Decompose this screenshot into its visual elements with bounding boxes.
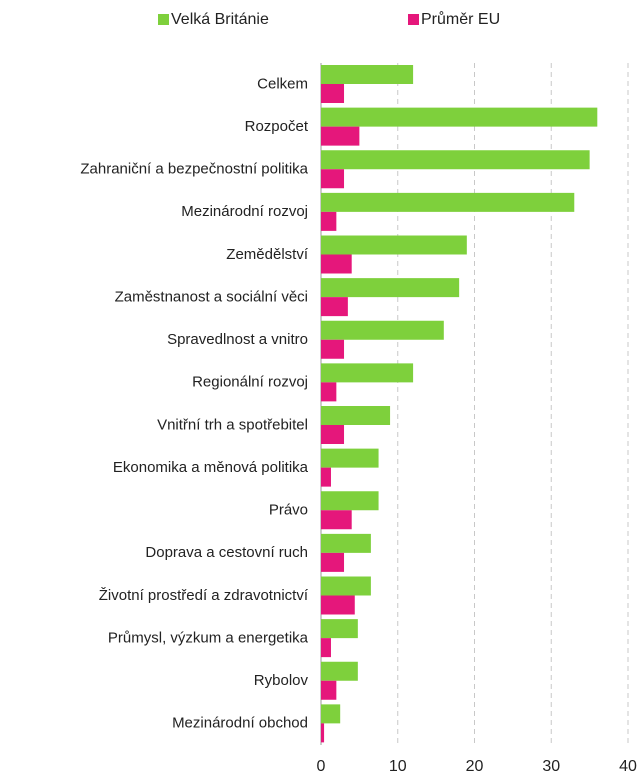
y-tick-label: Doprava a cestovní ruch — [145, 544, 308, 561]
bar — [321, 254, 352, 274]
y-tick-label: Vnitřní trh a spotřebitel — [157, 416, 308, 433]
y-tick-label: Regionální rozvoj — [192, 374, 308, 391]
bar — [321, 425, 345, 444]
legend-label: Průměr EU — [421, 10, 500, 28]
bar — [321, 84, 345, 103]
bar — [321, 552, 345, 572]
legend-swatch — [158, 14, 169, 25]
y-tick-label: Rybolov — [254, 672, 309, 689]
bar — [321, 126, 360, 146]
bar — [321, 382, 337, 402]
y-tick-label: Spravedlnost a vnitro — [167, 331, 308, 348]
x-tick-label: 10 — [389, 758, 407, 775]
bar — [321, 467, 331, 487]
bar — [321, 363, 414, 383]
bar — [321, 723, 325, 743]
bar — [321, 638, 331, 658]
bar — [321, 278, 460, 298]
bar — [321, 192, 575, 212]
y-tick-label: Mezinárodní obchod — [172, 715, 308, 732]
y-tick-label: Mezinárodní rozvoj — [181, 203, 308, 220]
y-tick-label: Zemědělství — [226, 246, 309, 263]
bar — [321, 491, 379, 511]
bar — [321, 680, 337, 700]
x-tick-label: 30 — [542, 758, 560, 775]
bar — [321, 576, 371, 596]
bar — [321, 150, 590, 170]
bar — [321, 235, 467, 255]
y-tick-label: Průmysl, výzkum a energetika — [108, 629, 309, 646]
y-tick-label: Zahraniční a bezpečnostní politika — [80, 161, 308, 178]
y-tick-label: Ekonomika a měnová politika — [113, 459, 309, 476]
bar — [321, 107, 598, 127]
bar — [321, 320, 444, 340]
bar — [321, 595, 355, 615]
bar — [321, 169, 345, 189]
bar — [321, 65, 414, 84]
y-tick-label: Rozpočet — [245, 118, 309, 135]
legend-label: Velká Británie — [171, 11, 269, 28]
bar — [321, 619, 358, 639]
bar — [321, 211, 337, 231]
y-tick-label: Životní prostředí a zdravotnictví — [99, 587, 309, 604]
bar — [321, 297, 348, 317]
y-tick-label: Zaměstnanost a sociální věci — [115, 288, 308, 305]
bar — [321, 533, 371, 553]
bar — [321, 339, 345, 359]
y-tick-label: Právo — [269, 502, 308, 519]
bar — [321, 704, 341, 724]
x-tick-label: 0 — [317, 758, 326, 775]
x-tick-label: 40 — [619, 758, 637, 775]
bar — [321, 406, 391, 425]
legend-swatch — [408, 14, 419, 25]
bar — [321, 661, 358, 681]
y-tick-label: Celkem — [257, 75, 308, 92]
x-tick-label: 20 — [466, 758, 484, 775]
bar — [321, 448, 379, 468]
bar — [321, 510, 352, 530]
